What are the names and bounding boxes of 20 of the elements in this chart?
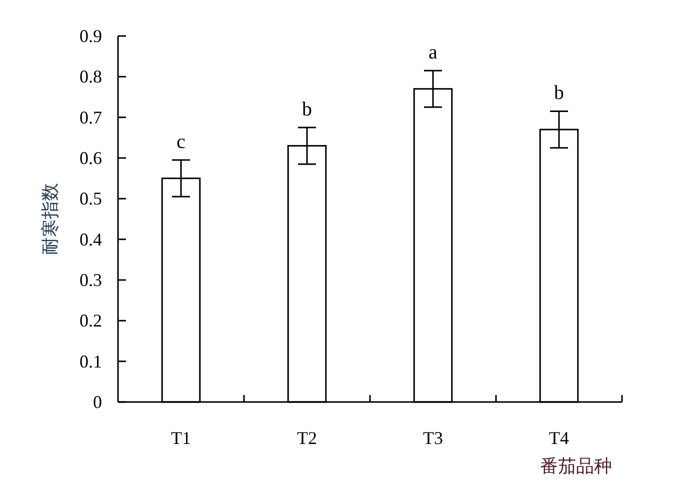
y-tick-label: 0.5 bbox=[80, 188, 102, 209]
y-tick-label: 0.8 bbox=[80, 66, 102, 87]
annotation: b bbox=[554, 82, 564, 104]
x-tick-label: T3 bbox=[423, 428, 443, 448]
annotation: b bbox=[302, 98, 312, 120]
x-tick-label: T1 bbox=[171, 428, 191, 448]
y-tick-label: 0.3 bbox=[80, 270, 102, 290]
annotation: a bbox=[428, 42, 438, 64]
y-tick-label: 0.2 bbox=[80, 310, 102, 331]
x-tick-label: T4 bbox=[549, 428, 569, 448]
y-tick-label: 0.6 bbox=[80, 148, 102, 168]
annotation: c bbox=[176, 131, 186, 154]
x-tick-label: T2 bbox=[297, 428, 317, 448]
y-tick-label: 0.4 bbox=[80, 229, 102, 250]
y-axis-title: 耐寒指数 bbox=[40, 183, 60, 255]
x-axis-title: 番茄品种 bbox=[540, 456, 612, 476]
y-tick-label: 0.7 bbox=[80, 107, 102, 128]
y-tick-label: 0 bbox=[93, 392, 102, 412]
y-tick-label: 0.1 bbox=[80, 351, 102, 372]
y-tick-label: 0.9 bbox=[80, 26, 102, 46]
